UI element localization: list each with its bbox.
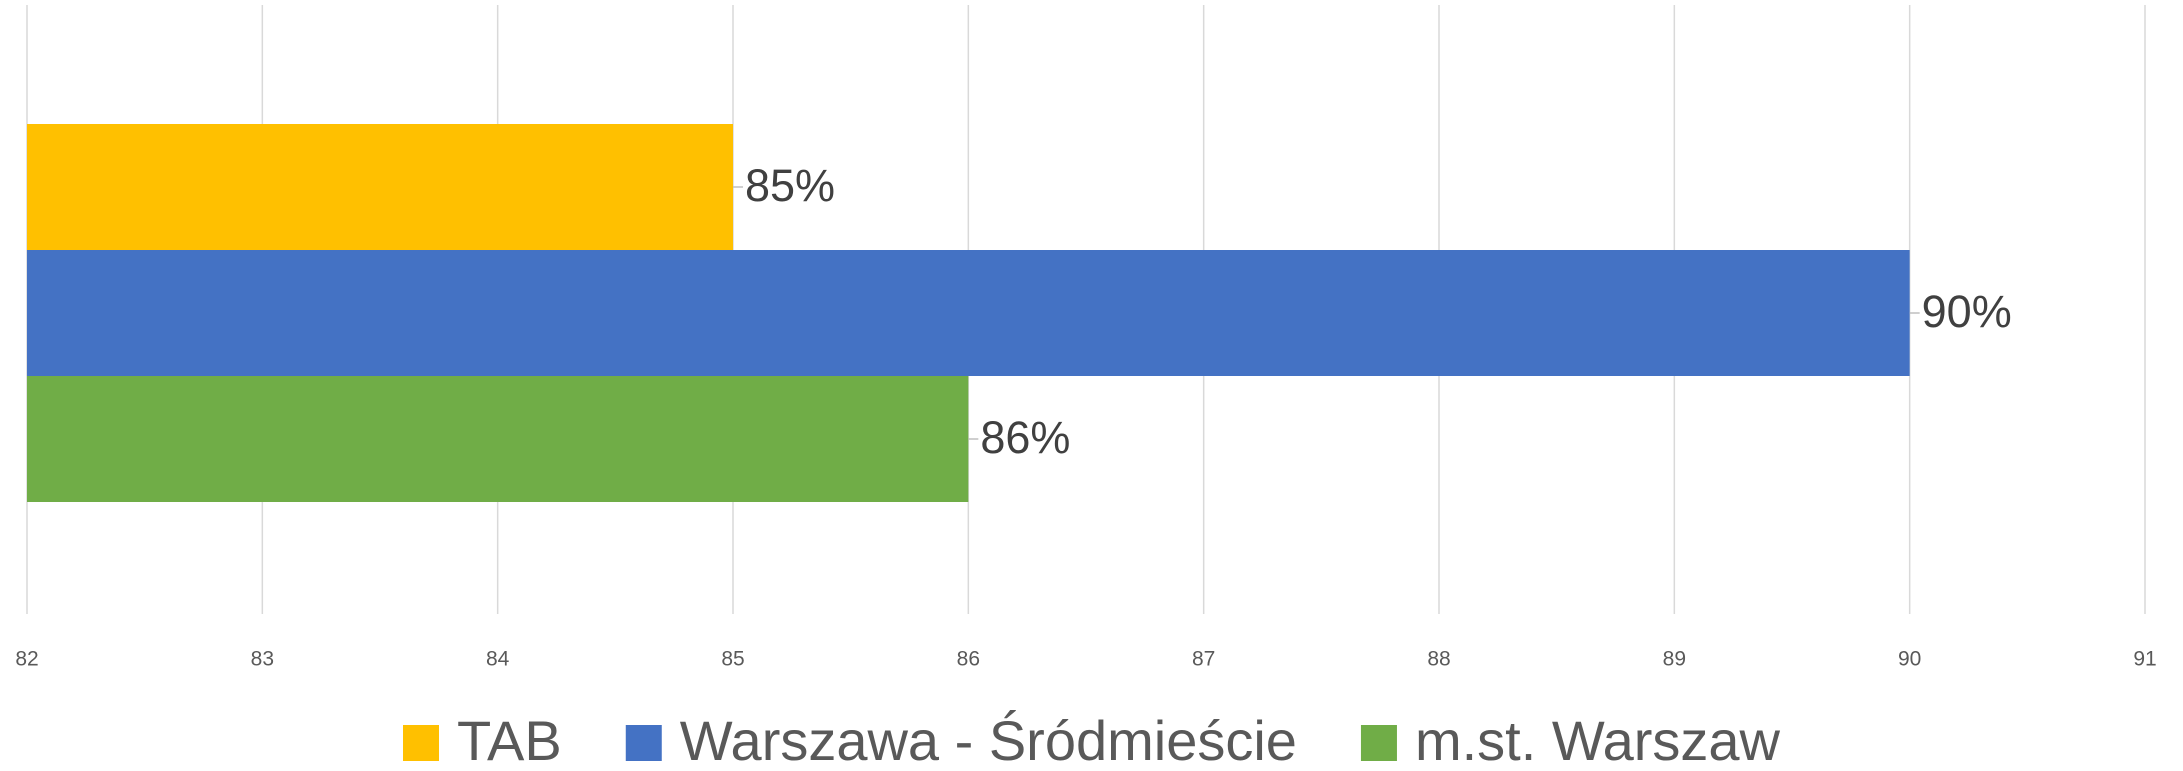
legend-label: TAB — [457, 709, 562, 771]
x-tick-label: 85 — [721, 648, 744, 671]
legend-swatch — [625, 725, 662, 761]
x-tick-label: 87 — [1192, 648, 1215, 671]
x-tick-label: 82 — [15, 648, 38, 671]
data-label: 85% — [745, 160, 835, 211]
legend-label: Warszawa - Śródmieście — [680, 709, 1297, 771]
x-tick-label: 91 — [2133, 648, 2156, 671]
data-label: 86% — [980, 412, 1070, 463]
x-tick-label: 86 — [957, 648, 980, 671]
legend-swatch — [403, 725, 439, 761]
x-tick-label: 84 — [486, 648, 510, 671]
bar — [27, 124, 733, 250]
x-tick-label: 89 — [1663, 648, 1686, 671]
legend-swatch — [1360, 725, 1397, 761]
x-tick-label: 88 — [1427, 648, 1450, 671]
data-label: 90% — [1922, 286, 2012, 337]
bar — [27, 250, 1910, 376]
x-tick-label: 83 — [251, 648, 274, 671]
bar — [27, 376, 969, 502]
x-tick-label: 90 — [1898, 648, 1921, 671]
legend-label: m.st. Warszaw — [1415, 709, 1781, 771]
